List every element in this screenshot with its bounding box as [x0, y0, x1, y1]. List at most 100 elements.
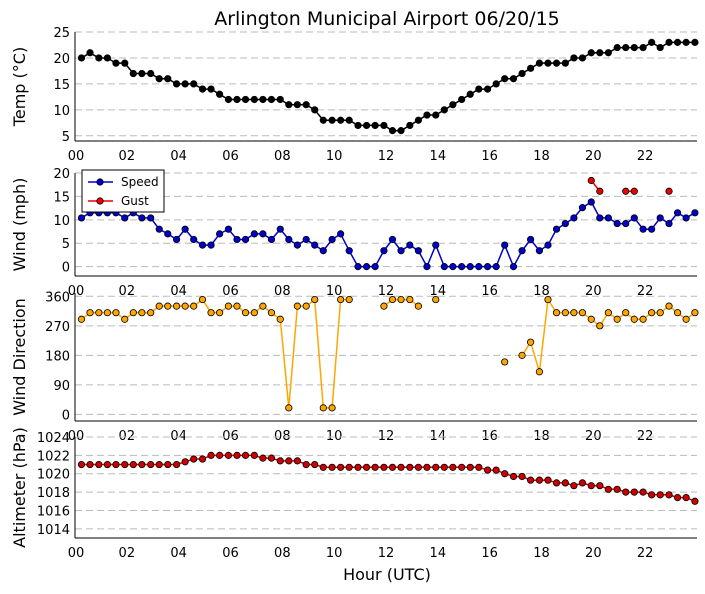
speed-point	[77, 214, 86, 222]
speed-point	[319, 247, 327, 255]
altimeter-point	[561, 479, 569, 487]
direction-point	[639, 315, 647, 323]
temp-point	[596, 49, 604, 57]
direction-point	[656, 309, 664, 317]
temp-point	[233, 95, 241, 104]
altimeter-point	[388, 463, 397, 471]
direction-point	[267, 309, 276, 317]
wind-y-tick-label: 20	[53, 167, 70, 182]
temp-point	[293, 101, 301, 109]
altimeter-point	[233, 451, 241, 459]
temp-point	[155, 75, 163, 83]
temp-point	[518, 69, 526, 78]
altimeter-point	[371, 463, 379, 471]
direction-point	[86, 309, 94, 317]
direction-point	[319, 404, 327, 412]
direction-point	[95, 309, 103, 317]
altimeter-point	[138, 460, 146, 469]
direction-point	[397, 295, 405, 304]
temp-point	[354, 121, 362, 130]
direction-point	[561, 309, 569, 317]
altimeter-point	[570, 482, 578, 490]
altimeter-point	[673, 493, 682, 502]
altimeter-y-tick-label: 1016	[37, 504, 70, 519]
temp-point	[483, 85, 492, 93]
temp-point	[648, 38, 656, 46]
temp-point	[112, 59, 120, 67]
temp-point	[345, 116, 353, 124]
altimeter-point	[121, 460, 129, 469]
altimeter-panel: 1014 1016 1018 1020 1022 1024 00 02 04 06 08 10 12 14…	[10, 427, 699, 561]
temp-point	[613, 43, 621, 52]
altimeter-point	[552, 479, 561, 487]
speed-point	[406, 241, 414, 249]
temp-point	[492, 80, 500, 88]
temp-x-tick-label: 16	[481, 149, 498, 164]
temp-point	[604, 49, 612, 57]
altimeter-y-axis-label: Altimeter (hPa)	[10, 427, 29, 548]
direction-point	[190, 302, 198, 310]
direction-x-tick-label: 02	[119, 429, 136, 444]
altimeter-point	[172, 460, 181, 469]
altimeter-point	[380, 463, 388, 471]
temp-point	[665, 38, 673, 46]
speed-point	[216, 230, 224, 238]
altimeter-point	[466, 463, 474, 471]
altimeter-x-tick-label: 18	[533, 546, 550, 561]
speed-point	[233, 235, 241, 244]
altimeter-point	[518, 472, 526, 481]
altimeter-x-tick-label: 00	[68, 546, 85, 561]
temp-point	[630, 43, 638, 52]
direction-point	[518, 351, 526, 359]
temp-x-tick-label: 12	[378, 149, 395, 164]
speed-point	[267, 235, 276, 244]
temp-point	[414, 116, 422, 124]
speed-point	[483, 263, 492, 271]
direction-point	[112, 309, 120, 317]
temp-point	[552, 59, 561, 67]
altimeter-point	[432, 463, 440, 471]
altimeter-y-tick-label: 1018	[37, 486, 70, 501]
altimeter-point	[285, 457, 293, 465]
speed-point	[155, 225, 163, 233]
speed-point	[362, 263, 371, 271]
speed-point	[639, 225, 647, 233]
speed-point	[293, 241, 301, 249]
direction-point	[233, 302, 241, 310]
temp-point	[138, 69, 146, 78]
altimeter-point	[337, 463, 345, 471]
altimeter-point	[501, 470, 509, 478]
direction-point	[544, 295, 552, 304]
wind-y-tick-label: 10	[53, 214, 70, 229]
direction-point	[604, 309, 612, 317]
speed-point	[449, 263, 457, 271]
gust-point	[630, 187, 638, 195]
altimeter-point	[129, 460, 137, 469]
direction-y-axis-label: Wind Direction	[10, 298, 29, 416]
gust-point	[596, 187, 604, 195]
direction-point	[181, 302, 189, 310]
altimeter-point	[458, 463, 466, 471]
wind-x-tick-label: 18	[533, 284, 550, 299]
temp-point	[622, 43, 630, 52]
temp-point	[216, 90, 224, 98]
temp-point	[570, 54, 578, 62]
temp-x-tick-label: 10	[326, 149, 343, 164]
direction-point	[587, 315, 595, 323]
speed-point	[224, 225, 233, 233]
temp-point	[380, 121, 388, 130]
direction-point	[388, 295, 397, 304]
temp-point	[285, 101, 293, 109]
wind-x-tick-label: 22	[637, 284, 654, 299]
speed-point	[285, 235, 293, 244]
altimeter-point	[622, 488, 630, 496]
direction-point	[630, 315, 638, 323]
altimeter-point	[276, 457, 284, 465]
speed-point	[181, 225, 189, 233]
speed-point	[147, 214, 155, 222]
temp-line	[81, 41, 695, 132]
direction-point	[613, 315, 621, 323]
speed-point	[172, 235, 181, 244]
